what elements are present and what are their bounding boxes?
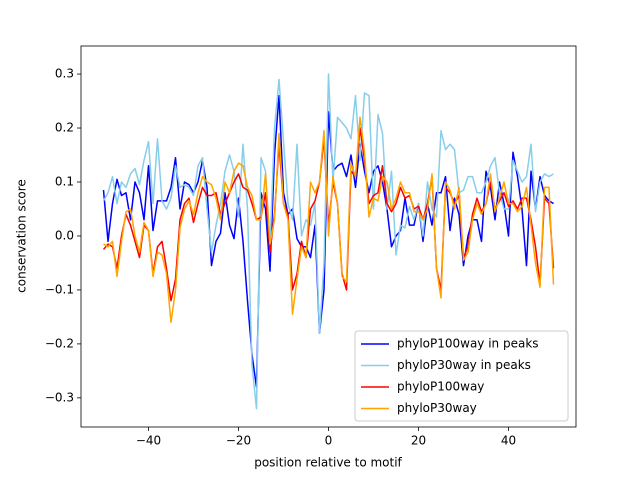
- x-tick-label: 20: [411, 434, 426, 448]
- y-tick-label: 0.2: [55, 121, 74, 135]
- series-line: [102, 73, 554, 410]
- y-tick-label: −0.3: [45, 390, 74, 404]
- legend-label: phyloP30way: [397, 401, 477, 415]
- legend-label: phyloP30way in peaks: [397, 358, 531, 372]
- x-tick-label: −20: [226, 434, 251, 448]
- legend-label: phyloP100way in peaks: [397, 337, 539, 351]
- x-tick-label: −40: [136, 434, 161, 448]
- y-tick-label: 0.0: [55, 228, 74, 242]
- series-line: [103, 116, 555, 324]
- y-tick-label: 0.3: [55, 67, 74, 81]
- y-axis-label: conservation score: [15, 179, 29, 293]
- y-tick-label: −0.1: [45, 282, 74, 296]
- y-tick-label: −0.2: [45, 336, 74, 350]
- x-tick-label: 0: [325, 434, 333, 448]
- x-tick-label: 40: [501, 434, 516, 448]
- legend-label: phyloP100way: [397, 380, 484, 394]
- series-line: [102, 94, 554, 388]
- x-axis-label: position relative to motif: [254, 456, 402, 470]
- axes-frame: [80, 45, 577, 428]
- y-tick-label: 0.1: [55, 174, 74, 188]
- legend-box: [354, 330, 569, 422]
